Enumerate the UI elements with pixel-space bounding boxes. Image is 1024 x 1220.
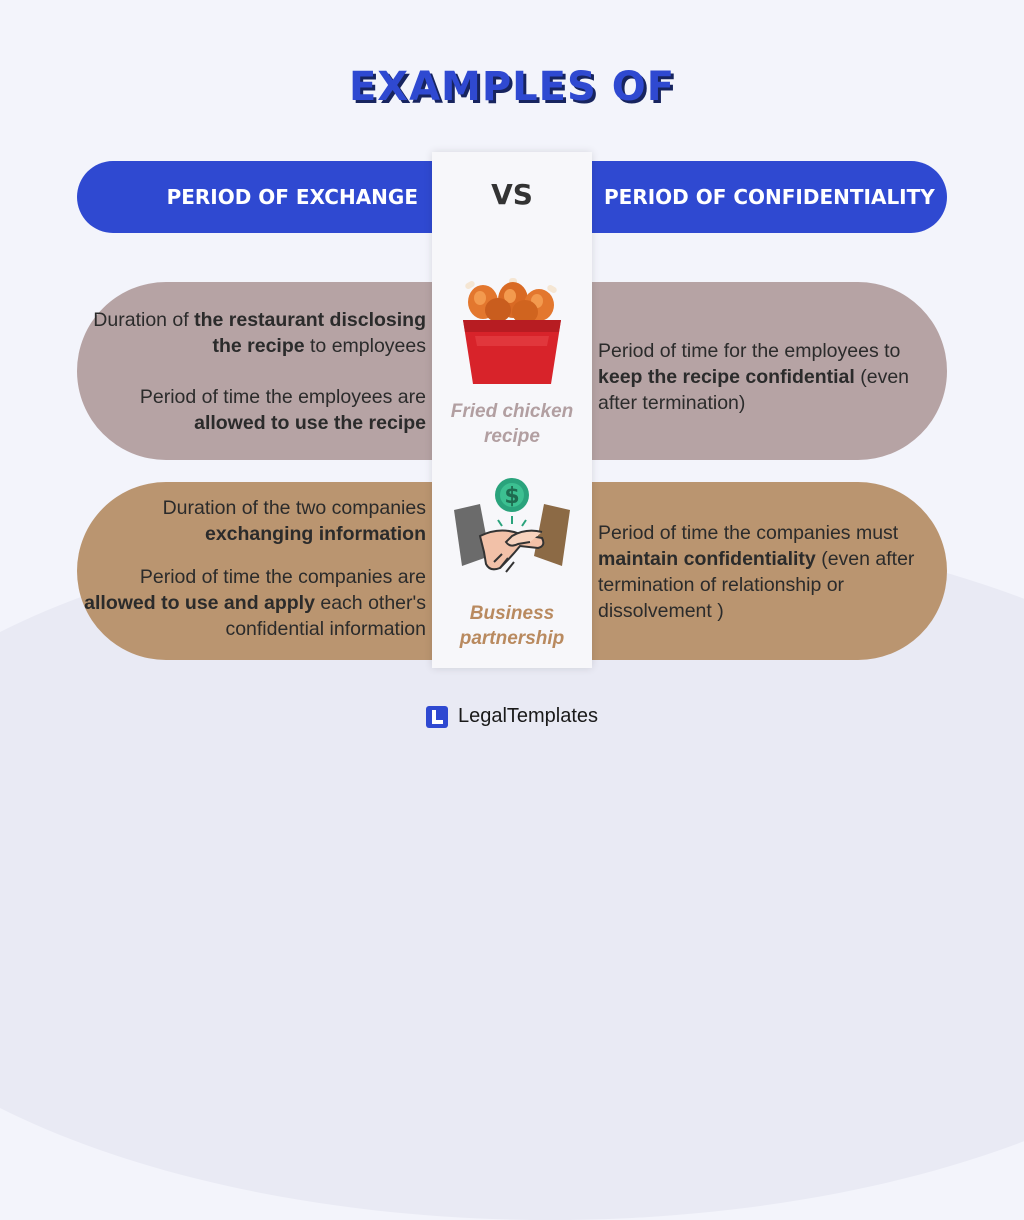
svg-text:$: $ [504, 484, 519, 509]
row2-right-panel: Period of time the companies must mainta… [592, 482, 947, 660]
header-right-label: PERIOD OF CONFIDENTIALITY [604, 185, 935, 209]
legaltemplates-logo-icon [425, 705, 448, 728]
row1-right-panel: Period of time for the employees to keep… [592, 282, 947, 460]
row1-left-item1: Duration of the restaurant disclosing th… [93, 309, 426, 357]
row1-left-panel: Duration of the restaurant disclosing th… [77, 282, 432, 460]
header-left-label: PERIOD OF EXCHANGE [166, 185, 418, 209]
brand-name[interactable]: LegalTemplates [457, 705, 599, 727]
row1-right-item: Period of time for the employees to keep… [598, 340, 910, 414]
page-title: EXAMPLES OF [348, 64, 676, 110]
vs-label: VS [491, 178, 533, 211]
header-period-of-confidentiality: PERIOD OF CONFIDENTIALITY [592, 161, 947, 233]
row2-caption: Business partnership [459, 603, 565, 649]
row1-caption: Fried chicken recipe [450, 401, 574, 447]
footer-brand: LegalTemplates [0, 705, 1024, 728]
row2-left-item2: Period of time the companies are allowed… [84, 566, 426, 640]
row2-left-panel: Duration of the two companies exchanging… [77, 482, 432, 660]
row2-right-item: Period of time the companies must mainta… [598, 522, 915, 622]
center-column [432, 152, 592, 668]
handshake-dollar-icon: $ [454, 478, 570, 573]
fried-chicken-bucket-icon [463, 278, 561, 384]
row2-left-item1: Duration of the two companies exchanging… [162, 497, 426, 545]
header-period-of-exchange: PERIOD OF EXCHANGE [77, 161, 432, 233]
row1-left-item2: Period of time the employees are allowed… [139, 386, 426, 434]
